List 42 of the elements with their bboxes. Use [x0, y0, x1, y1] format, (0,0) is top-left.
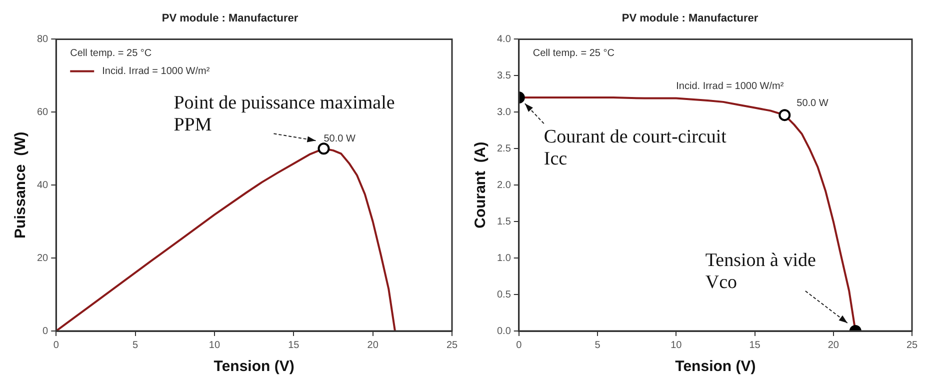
x-tick-label: 25: [906, 340, 918, 351]
series-label: Incid. Irrad = 1000 W/m²: [676, 81, 784, 92]
y-tick-label: 0: [42, 326, 49, 337]
x-tick-label: 5: [594, 340, 601, 351]
annotation: 50.0 W: [796, 98, 829, 109]
legend-label: Incid. Irrad = 1000 W/m²: [102, 66, 210, 77]
y-tick-label: 3.5: [496, 70, 512, 82]
y-tick-label: 2.0: [496, 180, 512, 191]
annotation: Cell temp. = 25 °C: [532, 48, 614, 59]
x-tick-label: 15: [749, 340, 761, 351]
x-axis-title: Tension (V): [214, 358, 294, 376]
x-axis-title: Tension (V): [675, 358, 756, 376]
y-tick-label: 1.0: [496, 252, 512, 264]
y-tick-label: 40: [37, 180, 49, 191]
y-axis-title: Courant (A): [472, 142, 490, 228]
y-tick-label: 3.0: [496, 106, 512, 118]
annotation: Tension à vide Vco: [705, 250, 816, 293]
x-tick-label: 10: [208, 340, 220, 351]
chart-title: PV module : Manufacturer: [162, 12, 299, 25]
y-tick-label: 0.5: [496, 289, 512, 300]
x-tick-label: 25: [446, 340, 458, 351]
y-axis-title: Puissance (W): [12, 132, 30, 238]
point: [778, 109, 791, 122]
x-tick-label: 0: [53, 340, 60, 351]
x-tick-label: 0: [516, 340, 522, 351]
annotation: Courant de court-circuit Icc: [544, 126, 728, 170]
annotation: Cell temp. = 25 °C: [70, 48, 152, 59]
y-tick-label: 4.0: [496, 34, 512, 45]
chart-title: PV module : Manufacturer: [622, 12, 759, 25]
x-tick-label: 10: [670, 340, 682, 351]
x-tick-label: 15: [288, 340, 300, 351]
y-tick-label: 60: [37, 106, 49, 118]
y-tick-label: 80: [37, 34, 49, 45]
y-tick-label: 2.5: [496, 143, 512, 154]
annotation: Point de puissance maximale PPM: [174, 92, 395, 136]
y-tick-label: 0.0: [496, 326, 512, 337]
x-tick-label: 20: [828, 340, 840, 351]
x-tick-label: 5: [132, 340, 139, 351]
annotation: 50.0 W: [324, 133, 356, 144]
x-tick-label: 20: [367, 340, 379, 351]
y-tick-label: 1.5: [496, 216, 512, 228]
y-tick-label: 20: [37, 252, 49, 264]
